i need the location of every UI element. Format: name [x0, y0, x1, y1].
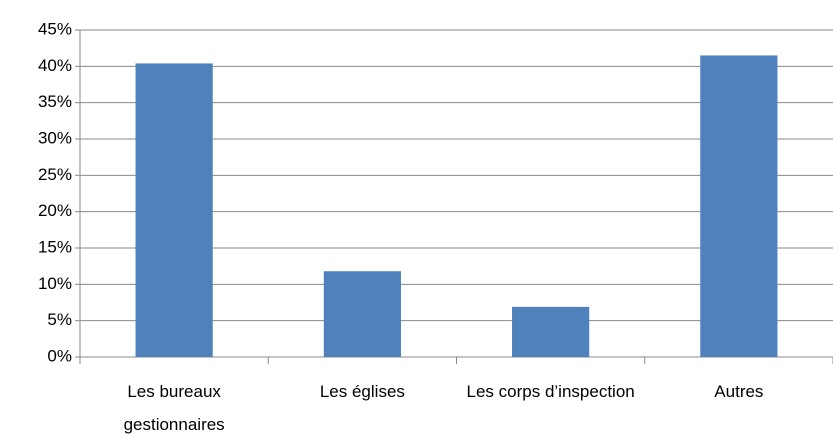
y-tick-label: 20%	[38, 201, 72, 220]
y-tick-label: 25%	[38, 165, 72, 184]
x-tick-label: Les corps d’inspection	[466, 382, 635, 401]
y-tick-label: 10%	[38, 274, 72, 293]
y-tick-label: 30%	[38, 128, 72, 147]
bar	[700, 55, 778, 357]
y-tick-label: 0%	[47, 346, 72, 365]
x-tick-label: Les bureaux gestionnaires	[123, 382, 225, 434]
bar	[135, 63, 213, 357]
x-tick-label: Autres	[714, 382, 764, 401]
bar	[323, 271, 401, 357]
y-tick-label: 45%	[38, 19, 72, 38]
y-tick-label: 40%	[38, 56, 72, 75]
bar	[512, 306, 590, 357]
y-tick-label: 15%	[38, 237, 72, 256]
x-tick-label: Les églises	[319, 382, 405, 401]
y-tick-label: 5%	[47, 310, 72, 329]
y-tick-label: 35%	[38, 92, 72, 111]
